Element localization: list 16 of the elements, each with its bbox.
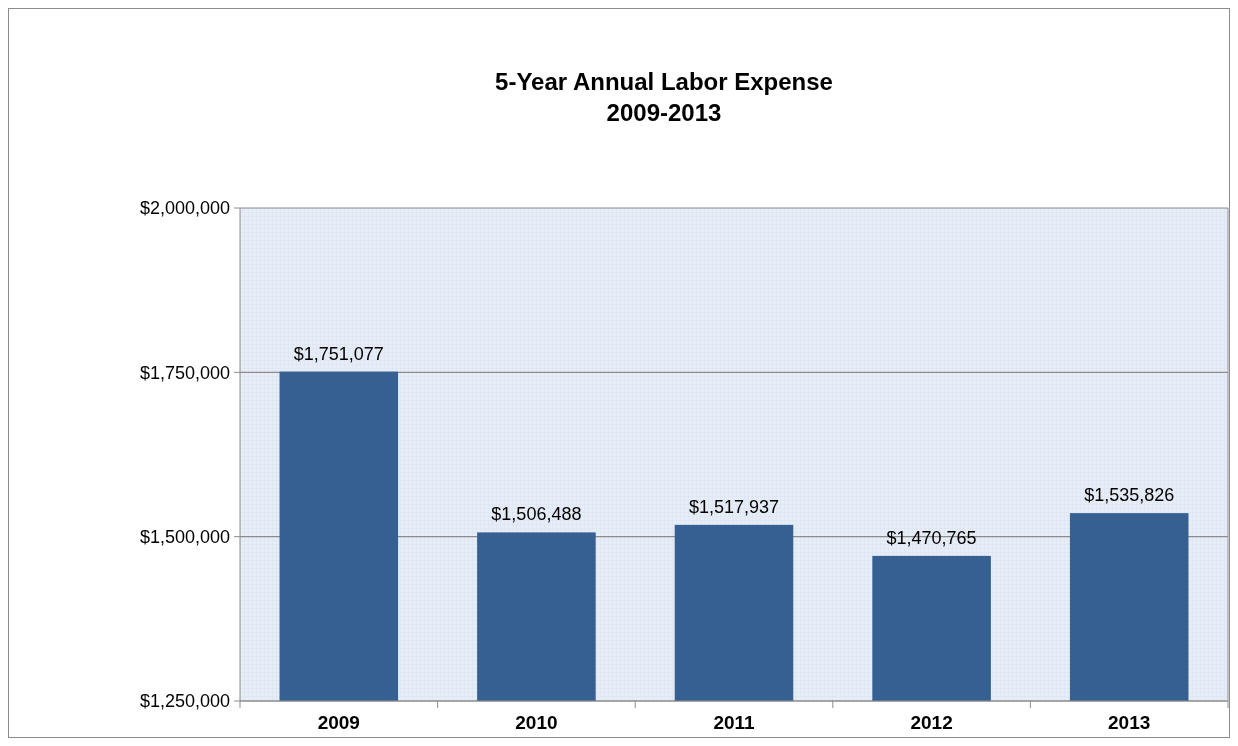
x-tick-label: 2013 xyxy=(1108,712,1151,733)
x-tick-label: 2011 xyxy=(713,712,756,733)
y-tick-label: $1,250,000 xyxy=(139,691,230,712)
data-label: $1,517,937 xyxy=(688,496,780,517)
y-tick-label: $2,000,000 xyxy=(139,198,230,219)
data-label: $1,535,826 xyxy=(1084,485,1175,506)
x-tick-label: 2009 xyxy=(317,712,360,733)
data-label: $1,506,488 xyxy=(491,504,582,525)
data-label: $1,751,077 xyxy=(293,343,384,364)
y-tick-label: $1,750,000 xyxy=(139,362,230,383)
data-label: $1,470,765 xyxy=(886,527,977,548)
x-tick-label: 2010 xyxy=(515,712,558,733)
chart-title: 5-Year Annual Labor Expense xyxy=(495,68,833,95)
x-tick-label: 2012 xyxy=(910,712,953,733)
chart-subtitle: 2009-2013 xyxy=(606,99,722,126)
y-tick-label: $1,500,000 xyxy=(139,526,230,547)
